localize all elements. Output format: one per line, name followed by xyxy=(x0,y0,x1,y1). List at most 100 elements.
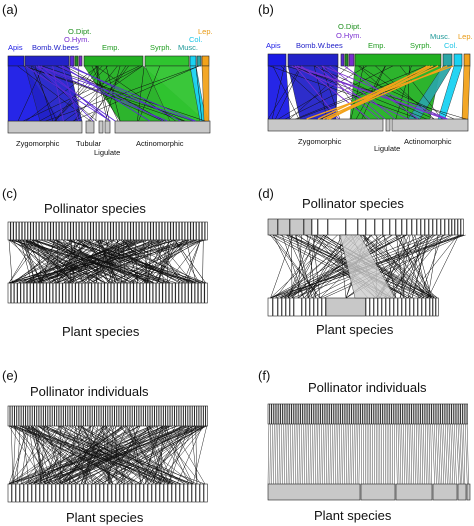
f-link-2 xyxy=(271,423,273,485)
f-pollinator-box-59 xyxy=(374,403,378,425)
c-plant-box-27 xyxy=(94,282,99,304)
c-link-80 xyxy=(157,239,178,284)
f-link-40 xyxy=(340,423,342,485)
f-link-5 xyxy=(276,423,279,485)
e-pollinator-box-16 xyxy=(43,405,46,427)
f-pollinator-box-93 xyxy=(436,403,439,425)
f-pollinator-box-100 xyxy=(449,403,452,425)
e-link-50 xyxy=(8,425,105,485)
f-pollinator-box-8 xyxy=(282,403,285,425)
f-pollinator-box-64 xyxy=(384,403,387,425)
e-pollinator-box-10 xyxy=(29,405,33,427)
e-pollinator-box-34 xyxy=(83,405,86,427)
c-link-185 xyxy=(23,239,129,284)
b-link-17 xyxy=(313,65,328,120)
c-pollinator-box-26 xyxy=(81,221,85,241)
panel-c-top-title: Pollinator species xyxy=(44,201,146,216)
e-link-132 xyxy=(24,425,152,485)
panel-a-top-label-emp: Emp. xyxy=(102,43,120,52)
c-pollinator-box-54 xyxy=(161,221,165,241)
c-link-174 xyxy=(95,239,101,284)
c-link-169 xyxy=(157,239,170,284)
f-pollinator-box-40 xyxy=(340,403,343,425)
f-link-24 xyxy=(311,423,313,485)
d-plant-box-26 xyxy=(413,297,418,317)
d-link-104 xyxy=(359,234,432,299)
e-pollinator-box-67 xyxy=(156,405,160,427)
d-plant-box-3 xyxy=(281,297,286,317)
e-pollinator-box-0 xyxy=(7,405,11,427)
f-pollinator-box-50 xyxy=(358,403,361,425)
f-pollinator-box-2 xyxy=(271,403,274,425)
c-plant-box-23 xyxy=(81,282,86,304)
b-pollinator-box-7 xyxy=(453,53,463,67)
c-link-204 xyxy=(63,239,167,284)
c-plant-box-48 xyxy=(162,282,166,304)
f-pollinator-box-3 xyxy=(273,403,276,425)
e-link-217 xyxy=(80,425,112,485)
panel-c-bottom-title: Plant species xyxy=(62,324,140,339)
d-pollinator-box-24 xyxy=(444,218,449,236)
f-pollinator-box-72 xyxy=(398,403,401,425)
e-pollinator-box-66 xyxy=(154,405,157,427)
b-link-8 xyxy=(399,65,443,120)
d-pollinator-box-4 xyxy=(311,218,318,236)
f-link-49 xyxy=(356,423,359,485)
f-link-16 xyxy=(296,423,299,485)
e-plant-box-29 xyxy=(123,483,128,503)
c-plant-box-44 xyxy=(149,282,153,304)
e-plant-box-12 xyxy=(55,483,60,503)
e-link-206 xyxy=(32,425,92,485)
f-pollinator-box-99 xyxy=(447,403,450,425)
b-band-musc xyxy=(407,65,453,120)
panel-e-top-title: Pollinator individuals xyxy=(30,384,149,399)
a-link-26 xyxy=(34,65,54,122)
e-link-187 xyxy=(56,425,132,485)
f-pollinator-box-13 xyxy=(291,403,294,425)
f-link-87 xyxy=(426,423,429,485)
d-plant-box-5 xyxy=(289,297,294,317)
c-link-211 xyxy=(25,239,144,284)
e-pollinator-box-11 xyxy=(32,405,35,427)
a-purple-link-11 xyxy=(25,65,111,122)
e-pollinator-box-79 xyxy=(183,405,186,427)
a-plant-box-2 xyxy=(98,120,104,134)
c-pollinator-box-7 xyxy=(27,221,31,241)
e-plant-box-48 xyxy=(199,483,204,503)
c-pollinator-box-40 xyxy=(121,221,125,241)
a-pollinator-box-3 xyxy=(74,55,79,67)
e-plant-box-32 xyxy=(135,483,140,503)
f-link-100 xyxy=(450,423,454,485)
e-link-165 xyxy=(82,425,146,485)
e-pollinator-box-43 xyxy=(103,405,106,427)
b-pollinator-box-0 xyxy=(267,53,287,67)
e-pollinator-box-87 xyxy=(201,405,204,427)
e-plant-box-24 xyxy=(103,483,108,503)
e-plant-box-49 xyxy=(203,483,208,503)
e-plant-box-0 xyxy=(7,483,12,503)
b-pollinator-box-5 xyxy=(354,53,442,67)
d-pollinator-box-18 xyxy=(420,218,425,236)
panel-d-bottom-title: Plant species xyxy=(316,322,394,337)
e-link-134 xyxy=(36,425,203,485)
f-link-91 xyxy=(434,423,437,485)
c-pollinator-box-51 xyxy=(153,221,157,241)
c-pollinator-box-16 xyxy=(53,221,57,241)
c-plant-box-47 xyxy=(159,282,163,304)
f-pollinator-box-43 xyxy=(345,403,349,425)
e-link-189 xyxy=(77,425,94,485)
e-link-183 xyxy=(52,425,92,485)
f-pollinator-box-29 xyxy=(320,403,323,425)
panel-a-top-label-ohym: O.Hym. xyxy=(64,35,90,44)
c-plant-box-39 xyxy=(133,282,137,304)
d-link-100 xyxy=(427,234,439,299)
f-pollinator-box-58 xyxy=(373,403,376,425)
c-pollinator-box-0 xyxy=(7,221,11,241)
f-pollinator-box-34 xyxy=(329,403,332,425)
d-plant-box-13 xyxy=(325,297,366,317)
f-link-23 xyxy=(309,423,311,485)
f-pollinator-box-108 xyxy=(464,403,467,425)
c-plant-box-46 xyxy=(156,282,160,304)
e-link-69 xyxy=(100,425,205,485)
f-link-8 xyxy=(282,423,284,485)
